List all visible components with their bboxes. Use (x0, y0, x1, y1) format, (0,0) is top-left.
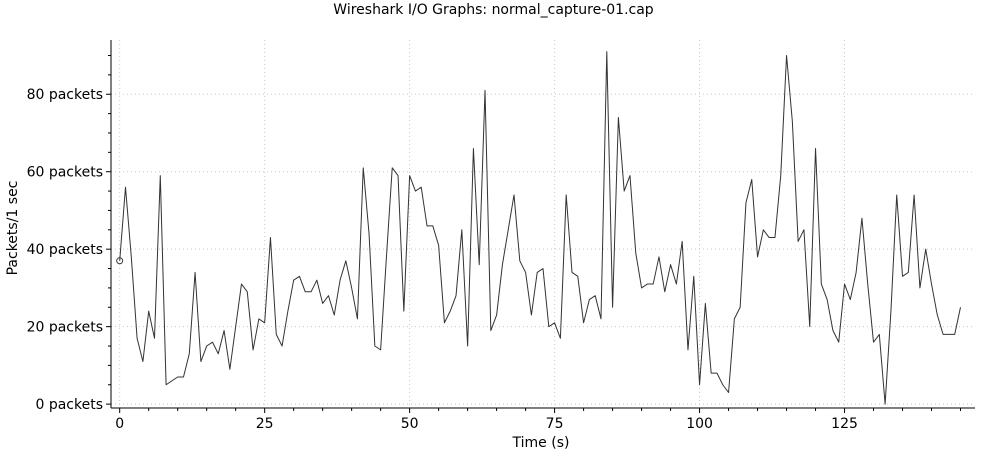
x-axis-title: Time (s) (512, 435, 570, 451)
grid-lines (111, 40, 975, 408)
y-tick-label: 40 packets (27, 242, 103, 258)
series-layer (116, 51, 961, 405)
x-tick-label: 25 (256, 416, 274, 432)
y-tick-label: 0 packets (35, 397, 103, 413)
x-tick-label: 125 (831, 416, 858, 432)
x-tick-label: 50 (401, 416, 419, 432)
y-tick-label: 80 packets (27, 87, 103, 103)
x-tick-label: 75 (546, 416, 564, 432)
chart-title: Wireshark I/O Graphs: normal_capture-01.… (333, 2, 654, 18)
x-tick-label: 100 (686, 416, 713, 432)
series-line (119, 51, 961, 405)
axes (106, 40, 975, 413)
y-tick-label: 60 packets (27, 165, 103, 181)
tick-labels: 0 25 50 75 100 125 0 packets 20 packets 40 packe… (27, 87, 858, 432)
first-point-marker (116, 257, 124, 265)
y-tick-label: 20 packets (27, 320, 103, 336)
y-axis-title: Packets/1 sec (5, 181, 21, 276)
x-tick-label: 0 (115, 416, 124, 432)
